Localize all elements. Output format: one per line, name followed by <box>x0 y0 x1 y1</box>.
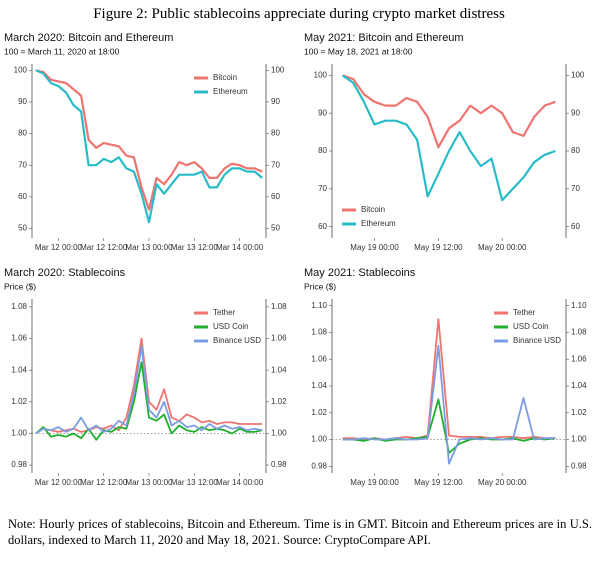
chart-subtitle: Price ($) <box>4 281 36 291</box>
x-tick-label: Mar 12 12:00 <box>80 243 128 252</box>
y-tick-label: 1.00 <box>311 435 327 444</box>
legend-label: Bitcoin <box>361 205 385 214</box>
y-tick-label: 90 <box>18 97 27 106</box>
x-tick-label: Mar 13 12:00 <box>171 243 219 252</box>
note: Note: Hourly prices of stablecoins, Bitc… <box>8 517 592 547</box>
y-tick-label: 1.02 <box>11 397 27 406</box>
y-tick-label: 0.98 <box>11 460 27 469</box>
y2-tick-label: 60 <box>571 222 580 231</box>
y2-tick-label: 1.10 <box>571 301 587 310</box>
y-tick-label: 100 <box>314 70 328 79</box>
x-tick-label: May 19 00:00 <box>350 243 399 252</box>
y2-tick-label: 1.06 <box>271 334 287 343</box>
y-tick-label: 70 <box>18 160 27 169</box>
y2-tick-label: 1.00 <box>571 435 587 444</box>
series-line <box>35 345 263 435</box>
series-line <box>35 69 263 224</box>
y2-tick-label: 1.02 <box>271 397 287 406</box>
chart-title: May 2021: Bitcoin and Ethereum <box>304 32 464 44</box>
y2-tick-label: 1.04 <box>571 381 587 390</box>
x-tick-label: Mar 12 00:00 <box>35 243 83 252</box>
y2-tick-label: 90 <box>571 108 580 117</box>
y-tick-label: 1.04 <box>11 365 27 374</box>
legend-label: Binance USD <box>213 336 261 345</box>
legend-label: Tether <box>213 308 236 317</box>
legend-label: Ethereum <box>213 87 248 96</box>
legend-label: Bitcoin <box>213 73 237 82</box>
y-tick-label: 50 <box>18 224 27 233</box>
y-tick-label: 70 <box>318 184 327 193</box>
y-tick-label: 60 <box>318 222 327 231</box>
x-tick-label: Mar 12 12:00 <box>80 478 128 487</box>
x-tick-label: May 19 12:00 <box>414 478 463 487</box>
y2-tick-label: 1.08 <box>571 328 587 337</box>
series-line <box>35 361 263 441</box>
y-tick-label: 1.08 <box>11 302 27 311</box>
y-tick-label: 80 <box>18 129 27 138</box>
y2-tick-label: 60 <box>271 192 280 201</box>
y2-tick-label: 0.98 <box>571 461 587 470</box>
y2-tick-label: 70 <box>571 184 580 193</box>
y-tick-label: 100 <box>14 65 28 74</box>
legend-label: Binance USD <box>513 336 561 345</box>
y2-tick-label: 0.98 <box>271 460 287 469</box>
chart-title: March 2020: Stablecoins <box>4 267 126 279</box>
y2-tick-label: 1.06 <box>571 354 587 363</box>
y-tick-label: 1.06 <box>11 334 27 343</box>
chart-title: March 2020: Bitcoin and Ethereum <box>4 32 173 44</box>
y-tick-label: 1.10 <box>311 301 327 310</box>
y2-tick-label: 70 <box>271 160 280 169</box>
y-tick-label: 1.00 <box>11 429 27 438</box>
series-line <box>342 74 556 149</box>
y-tick-label: 1.06 <box>311 354 327 363</box>
y-tick-label: 1.08 <box>311 328 327 337</box>
x-tick-label: Mar 12 00:00 <box>35 478 83 487</box>
legend-label: Ethereum <box>361 219 396 228</box>
y-tick-label: 0.98 <box>311 461 327 470</box>
chart-title: May 2021: Stablecoins <box>304 267 416 279</box>
x-tick-label: Mar 13 00:00 <box>125 243 173 252</box>
figure: March 2020: Bitcoin and Ethereum 100 = Ma… <box>4 32 587 487</box>
y-tick-label: 80 <box>318 146 327 155</box>
figure-title: Figure 2: Public stablecoins appreciate … <box>93 6 505 22</box>
y-tick-label: 1.04 <box>311 381 327 390</box>
y2-tick-label: 1.00 <box>271 429 287 438</box>
y2-tick-label: 1.02 <box>571 408 587 417</box>
x-tick-label: May 19 12:00 <box>414 243 463 252</box>
x-tick-label: May 19 00:00 <box>350 478 399 487</box>
y2-tick-label: 100 <box>571 70 585 79</box>
legend-label: USD Coin <box>513 322 549 331</box>
series-line <box>341 74 556 202</box>
y2-tick-label: 100 <box>271 65 285 74</box>
y2-tick-label: 1.04 <box>271 365 287 374</box>
chart-subtitle: 100 = March 11, 2020 at 18:00 <box>4 46 120 56</box>
legend-label: Tether <box>513 308 536 317</box>
y2-tick-label: 80 <box>271 129 280 138</box>
chart-subtitle: Price ($) <box>304 281 336 291</box>
y2-tick-label: 50 <box>271 224 280 233</box>
x-tick-label: Mar 14 00:00 <box>216 478 264 487</box>
chart-subtitle: 100 = May 18, 2021 at 18:00 <box>304 46 413 56</box>
x-tick-label: May 20 00:00 <box>478 478 527 487</box>
x-tick-label: Mar 13 12:00 <box>171 478 219 487</box>
y2-tick-label: 90 <box>271 97 280 106</box>
x-tick-label: Mar 14 00:00 <box>216 243 264 252</box>
x-tick-label: May 20 00:00 <box>478 243 527 252</box>
y-tick-label: 1.02 <box>311 408 327 417</box>
series-line <box>342 344 556 465</box>
y2-tick-label: 80 <box>571 146 580 155</box>
series-line <box>35 69 263 211</box>
series-line <box>35 337 263 435</box>
legend-label: USD Coin <box>213 322 249 331</box>
y-tick-label: 90 <box>318 108 327 117</box>
y2-tick-label: 1.08 <box>271 302 287 311</box>
x-tick-label: Mar 13 00:00 <box>125 478 173 487</box>
y-tick-label: 60 <box>18 192 27 201</box>
